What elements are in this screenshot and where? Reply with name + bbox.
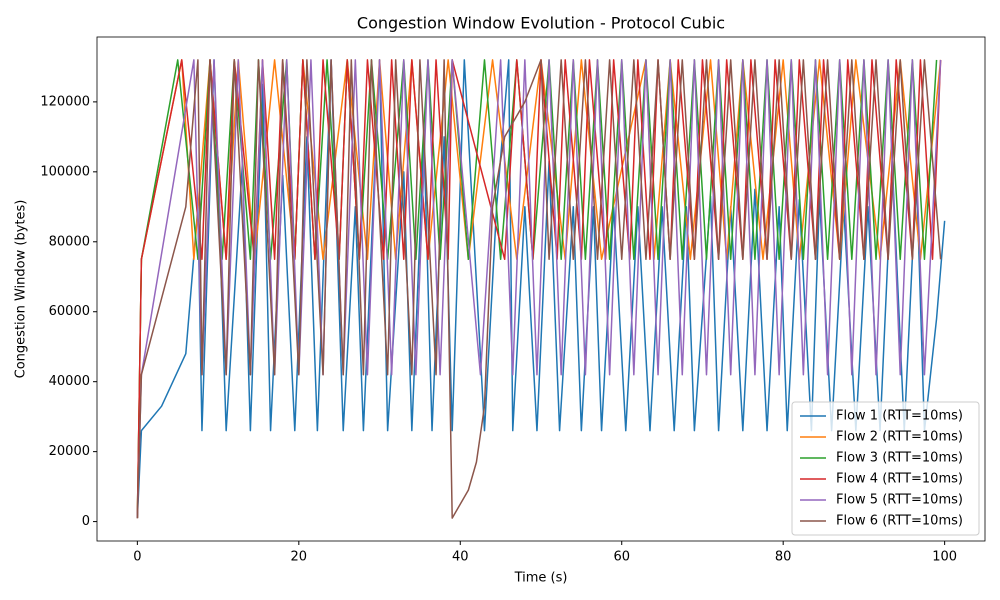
series-line	[136, 59, 942, 519]
plot-area	[136, 59, 946, 519]
series-line	[136, 59, 942, 519]
legend-label: Flow 5 (RTT=10ms)	[836, 493, 963, 508]
y-tick-label: 80000	[49, 234, 90, 249]
x-tick-label: 40	[452, 550, 469, 565]
x-tick-label: 20	[291, 550, 308, 565]
y-tick-label: 0	[82, 514, 90, 529]
legend-box	[791, 401, 980, 536]
legend-label: Flow 2 (RTT=10ms)	[836, 430, 963, 445]
legend-label: Flow 4 (RTT=10ms)	[836, 472, 963, 487]
legend-label: Flow 1 (RTT=10ms)	[836, 409, 963, 424]
y-tick-label: 60000	[49, 304, 90, 319]
legend-label: Flow 3 (RTT=10ms)	[836, 451, 963, 466]
x-tick-label: 80	[775, 550, 792, 565]
y-tick-label: 120000	[40, 94, 90, 109]
axes-frame	[96, 36, 986, 542]
legend: Flow 1 (RTT=10ms) Flow 2 (RTT=10ms) Flow 3…	[791, 401, 980, 536]
y-tick-label: 40000	[49, 374, 90, 389]
y-tick-label: 100000	[40, 164, 90, 179]
x-tick-label: 60	[613, 550, 630, 565]
series-line	[136, 59, 942, 519]
x-axis-label: Time (s)	[514, 571, 568, 586]
legend-label: Flow 6 (RTT=10ms)	[836, 514, 963, 529]
y-axis-label: Congestion Window (bytes)	[14, 200, 29, 379]
chart-title: Congestion Window Evolution - Protocol C…	[357, 14, 725, 33]
x-tick-label: 0	[133, 550, 141, 565]
x-tick-label: 100	[932, 550, 957, 565]
y-tick-label: 20000	[49, 444, 90, 459]
